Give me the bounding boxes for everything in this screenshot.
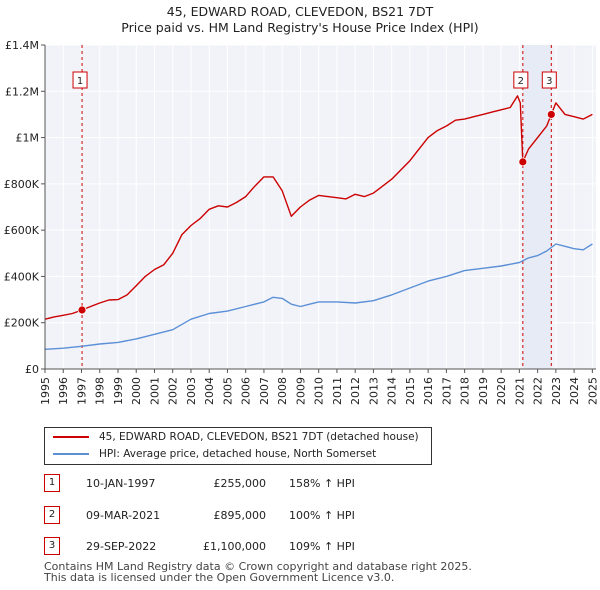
x-tick-label: 2017 xyxy=(440,377,453,405)
transaction-shading xyxy=(522,45,552,369)
footer: Contains HM Land Registry data © Crown c… xyxy=(44,561,472,583)
chart-subtitle: Price paid vs. HM Land Registry's House … xyxy=(121,20,479,35)
transaction-badge: 1 xyxy=(44,474,60,492)
transaction-date: 10-JAN-1997 xyxy=(86,477,156,490)
chart-title: 45, EDWARD ROAD, CLEVEDON, BS21 7DT xyxy=(166,4,434,19)
x-tick-label: 2000 xyxy=(130,377,143,405)
x-tick-label: 2014 xyxy=(386,377,399,405)
transaction-badge: 2 xyxy=(44,506,60,524)
y-tick-label: £1M xyxy=(16,132,40,145)
y-tick-label: £400K xyxy=(4,270,40,283)
x-tick-label: 2018 xyxy=(459,377,472,405)
x-tick-label: 2001 xyxy=(148,377,161,405)
x-tick-label: 2020 xyxy=(495,377,508,405)
series-lines xyxy=(44,95,593,350)
transaction-price: £1,100,000 xyxy=(203,540,266,553)
x-tick-label: 2003 xyxy=(185,377,198,405)
legend-label-property: 45, EDWARD ROAD, CLEVEDON, BS21 7DT (det… xyxy=(99,431,419,443)
x-tick-label: 2019 xyxy=(477,377,490,405)
x-tick-label: 1996 xyxy=(57,377,70,405)
transaction-badge: 3 xyxy=(44,537,60,555)
transaction-point xyxy=(77,305,87,315)
legend-swatch-hpi xyxy=(53,453,89,455)
legend-swatch-property xyxy=(53,436,89,438)
transaction-price: £895,000 xyxy=(213,509,267,522)
transaction-marker-label: 1 xyxy=(77,76,83,87)
y-axis: £0 £200K £400K £600K £800K £1M £1.2M £1.4M xyxy=(4,39,46,376)
x-tick-label: 1995 xyxy=(39,377,52,405)
x-tick-label: 2004 xyxy=(203,377,216,405)
plot-background xyxy=(45,45,596,369)
transaction-hpi-change: 109% ↑ HPI xyxy=(289,540,355,553)
x-tick-label: 2025 xyxy=(586,377,599,405)
y-tick-label: £0 xyxy=(25,363,39,376)
series-line xyxy=(44,95,593,320)
x-tick-label: 2013 xyxy=(367,377,380,405)
y-tick-label: £800K xyxy=(4,178,40,191)
x-tick-label: 2016 xyxy=(422,377,435,405)
x-tick-label: 2024 xyxy=(568,377,581,405)
transaction-lines xyxy=(81,45,552,369)
x-tick-label: 1999 xyxy=(112,377,125,405)
x-tick-label: 2012 xyxy=(349,377,362,405)
transaction-markers: 1 2 3 xyxy=(72,71,557,89)
legend-label-hpi: HPI: Average price, detached house, Nort… xyxy=(99,448,377,460)
x-tick-label: 2009 xyxy=(294,377,307,405)
transaction-marker-label: 2 xyxy=(518,76,524,87)
x-tick-label: 2015 xyxy=(404,377,417,405)
footer-line: Contains HM Land Registry data © Crown c… xyxy=(44,560,472,573)
x-tick-label: 1997 xyxy=(75,377,88,405)
transaction-date: 09-MAR-2021 xyxy=(86,509,161,522)
x-tick-label: 2010 xyxy=(313,377,326,405)
transaction-point xyxy=(546,110,556,119)
transaction-date: 29-SEP-2022 xyxy=(86,540,157,553)
x-tick-label: 2011 xyxy=(331,377,344,405)
x-tick-label: 2006 xyxy=(240,377,253,405)
transaction-marker-box xyxy=(72,71,88,89)
transaction-band xyxy=(522,45,552,369)
footer-line: This data is licensed under the Open Gov… xyxy=(44,571,395,584)
y-tick-label: £600K xyxy=(4,224,40,237)
x-tick-label: 2022 xyxy=(532,377,545,405)
transaction-hpi-change: 100% ↑ HPI xyxy=(289,509,355,522)
series-line xyxy=(44,243,593,350)
transaction-marker-box xyxy=(541,71,557,89)
x-tick-label: 2005 xyxy=(221,377,234,405)
x-tick-label: 2021 xyxy=(513,377,526,405)
transaction-point xyxy=(518,157,528,167)
transaction-marker-label: 3 xyxy=(546,76,552,87)
transaction-price: £255,000 xyxy=(213,477,267,490)
x-tick-label: 2007 xyxy=(258,377,271,405)
y-tick-label: £1.2M xyxy=(5,85,39,98)
y-tick-label: £200K xyxy=(4,317,40,330)
x-axis: 1995 1996 1997 1998 1999 2000 2001 2002 2003 2004… xyxy=(39,368,599,405)
transaction-hpi-change: 158% ↑ HPI xyxy=(289,477,355,490)
transaction-marker-box xyxy=(513,71,529,89)
x-tick-label: 1998 xyxy=(94,377,107,405)
x-tick-label: 2002 xyxy=(167,377,180,405)
y-tick-label: £1.4M xyxy=(5,39,39,52)
x-tick-label: 2023 xyxy=(550,377,563,405)
legend: 45, EDWARD ROAD, CLEVEDON, BS21 7DT (det… xyxy=(44,427,432,465)
x-tick-label: 2008 xyxy=(276,377,289,405)
transaction-points xyxy=(77,110,556,315)
